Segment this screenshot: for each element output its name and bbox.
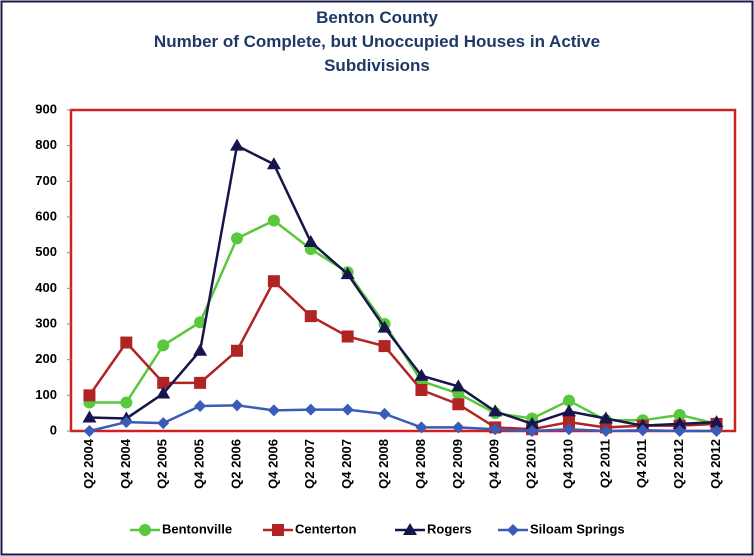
data-point [340, 267, 355, 280]
x-tick-label: Q4 2011 [634, 439, 649, 488]
data-point [120, 396, 133, 409]
data-point [266, 157, 281, 170]
x-tick-label: Q2 2012 [671, 439, 686, 489]
legend-label: Bentonville [162, 521, 232, 536]
data-point [414, 368, 429, 381]
x-tick-label: Q2 2005 [155, 439, 170, 489]
data-point [377, 320, 392, 333]
x-tick-label: Q4 2007 [339, 439, 354, 489]
data-point [525, 416, 540, 429]
chart-subtitle: Number of Complete, but Unoccupied House… [153, 32, 601, 75]
data-point [451, 379, 466, 392]
legend-marker [507, 524, 519, 536]
y-tick-label: 500 [35, 244, 57, 259]
data-point [598, 411, 613, 424]
y-tick-label: 200 [35, 351, 57, 366]
data-point [341, 403, 354, 416]
data-point [304, 310, 317, 323]
data-point [231, 232, 243, 245]
data-point [673, 425, 686, 437]
chart-title: Benton County [316, 8, 438, 27]
data-point [194, 316, 207, 329]
x-tick-label: Q2 2010 [524, 439, 539, 489]
data-point [156, 386, 171, 399]
data-point [415, 383, 428, 396]
data-point [672, 416, 687, 429]
y-tick-label: 300 [35, 315, 57, 330]
x-tick-label: Q2 2006 [228, 439, 243, 489]
y-tick-label: 100 [35, 387, 57, 402]
data-point [120, 336, 133, 349]
x-tick-label: Q2 2009 [450, 439, 465, 489]
x-tick-label: Q4 2010 [560, 439, 575, 489]
data-point [378, 407, 391, 420]
x-tick-label: Q2 2011 [597, 439, 612, 488]
data-point [157, 339, 170, 352]
data-point [636, 424, 649, 437]
x-tick-label: Q2 2007 [302, 439, 317, 489]
data-point [526, 425, 539, 437]
title-block: Benton County Number of Complete, but Un… [0, 6, 754, 78]
data-point [194, 400, 207, 413]
data-point [415, 421, 428, 434]
data-point [673, 408, 686, 421]
y-tick-label: 0 [50, 422, 57, 437]
y-tick-label: 800 [35, 137, 57, 152]
data-point [267, 275, 280, 288]
y-tick-label: 400 [35, 280, 57, 295]
x-tick-label: Q4 2006 [265, 439, 280, 489]
x-tick-label: Q4 2009 [487, 439, 502, 489]
plot-area [69, 108, 737, 433]
data-point [710, 425, 723, 437]
series-line [88, 279, 717, 431]
data-point [194, 376, 207, 389]
data-point [489, 423, 502, 436]
data-point [83, 425, 96, 437]
data-point [452, 398, 465, 411]
y-tick-label: 600 [35, 208, 57, 223]
data-point [378, 340, 391, 353]
legend-marker [139, 524, 151, 536]
x-tick-label: Q4 2008 [413, 439, 428, 489]
data-point [157, 417, 170, 430]
legend-label: Siloam Springs [530, 521, 625, 536]
legend-label: Rogers [427, 521, 472, 536]
data-point [231, 344, 243, 357]
y-tick-label: 700 [35, 173, 57, 188]
y-tick-label: 900 [35, 101, 57, 116]
data-point [488, 404, 503, 417]
data-point [562, 404, 576, 417]
legend-marker [272, 524, 284, 536]
data-point [157, 376, 170, 389]
data-point [231, 399, 243, 412]
data-point [341, 330, 354, 343]
data-point [563, 423, 575, 436]
data-point [452, 421, 465, 434]
data-point [120, 416, 133, 429]
data-point [82, 410, 97, 423]
data-point [267, 404, 280, 417]
data-point [193, 343, 208, 356]
x-tick-label: Q2 2008 [376, 439, 391, 489]
data-point [303, 234, 318, 247]
x-tick-label: Q4 2004 [118, 438, 133, 489]
series-line [89, 404, 717, 433]
legend-label: Centerton [295, 521, 356, 536]
data-point [83, 389, 96, 402]
series-line [89, 143, 717, 427]
legend-marker [403, 523, 417, 535]
data-point [267, 214, 280, 227]
x-tick-label: Q4 2012 [708, 439, 723, 489]
x-tick-label: Q2 2004 [81, 438, 96, 489]
data-point [230, 138, 244, 151]
x-tick-label: Q4 2005 [192, 439, 207, 489]
data-point [304, 403, 317, 416]
data-point [563, 416, 575, 429]
data-point [599, 425, 612, 437]
data-point [709, 415, 724, 428]
data-point [563, 394, 575, 407]
